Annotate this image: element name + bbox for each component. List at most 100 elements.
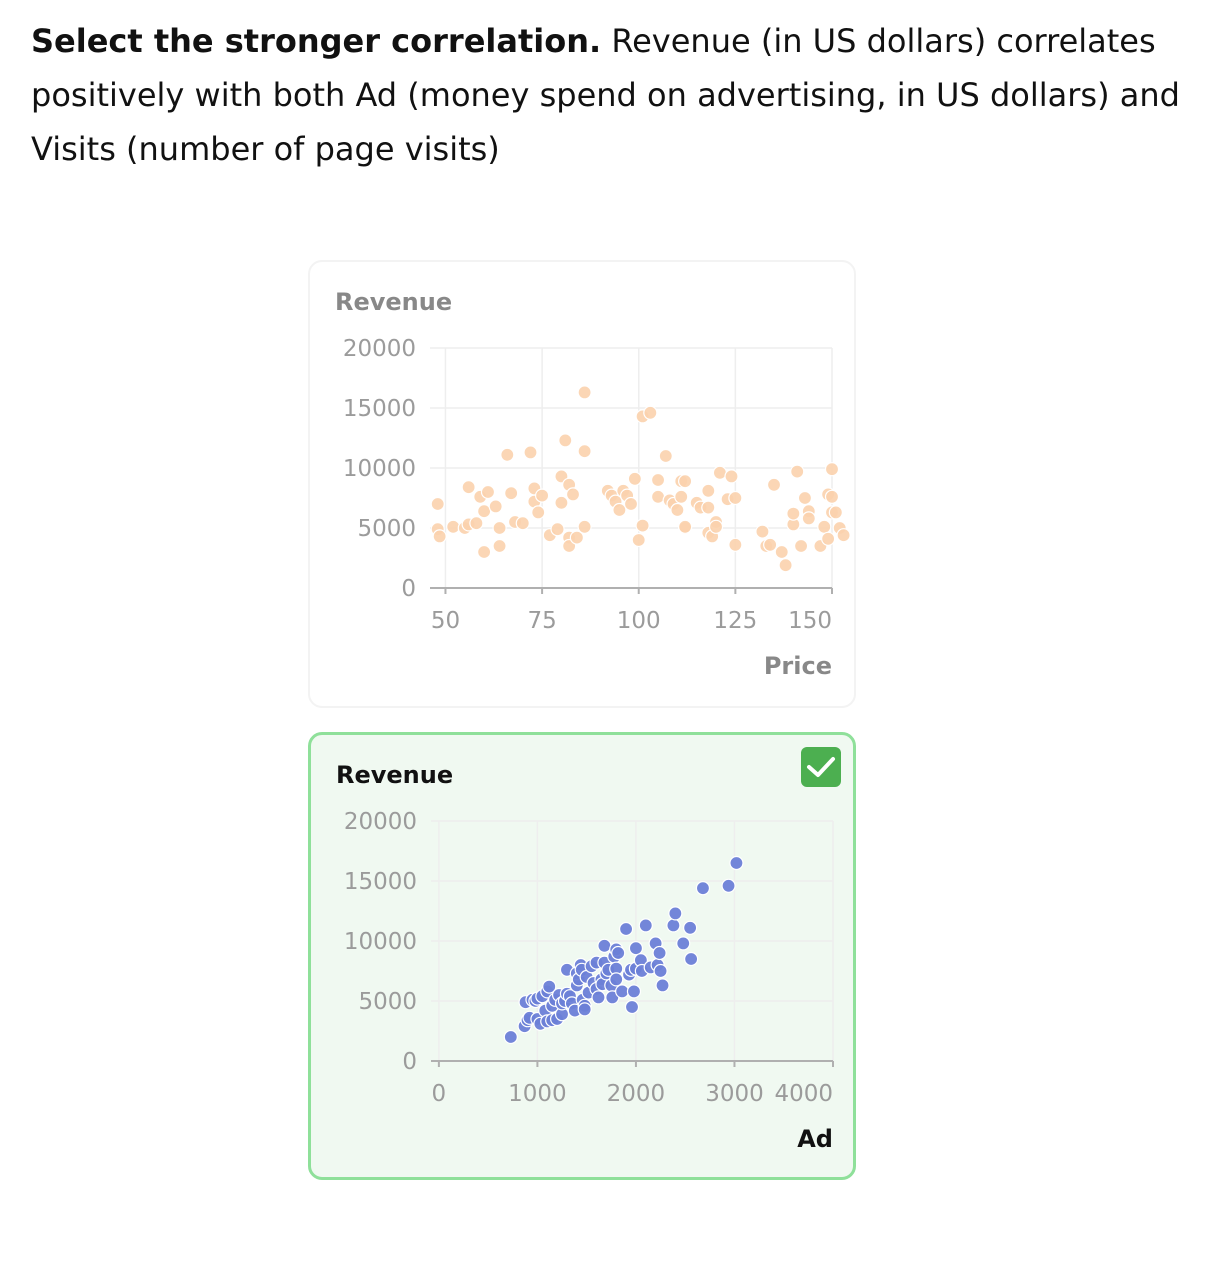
x-tick-label: 2000 [607,1081,666,1107]
scatter-point [500,447,515,462]
task-prompt-text: Revenue (in US dollars) correlates posit… [31,22,1180,168]
task-prompt: Select the stronger correlation. Revenue… [31,14,1181,176]
scatter-point [554,495,569,510]
scatter-point [492,538,507,554]
check-icon [801,747,841,787]
scatter-point [565,487,581,502]
scatter-point [550,522,565,537]
x-tick-label: 4000 [774,1081,833,1107]
task-prompt-bold: Select the stronger correlation. [31,22,602,60]
scatter-point [577,519,592,534]
scatter-point [678,474,693,489]
scatter-point [821,531,836,546]
scatter-point [695,881,711,896]
scatter-point [817,519,832,534]
scatter-point [724,469,739,484]
scatter-point [797,490,813,506]
y-axis-title: Revenue [336,761,453,789]
scatter-point [836,528,851,543]
scatter-point [653,963,668,979]
scatter-point [678,519,693,534]
scatter-point [534,488,550,503]
y-tick-label: 10000 [344,929,417,955]
scatter-point [728,490,743,506]
scatter-point [729,855,744,871]
scatter-point [774,544,789,560]
y-tick-label: 5000 [358,989,417,1015]
scatter-point [824,489,840,504]
scatter-point [488,499,503,514]
scatter-point [786,506,801,521]
x-tick-label: 3000 [705,1081,764,1107]
scatter-point [623,496,639,512]
chart-option-price[interactable]: Revenue Price 20000 15000 10000 5000 0 50 75 100 1… [308,260,856,708]
scatter-point [626,984,642,999]
x-tick-label: 150 [788,608,832,634]
scatter-point [609,972,624,987]
scatter-point [531,505,546,520]
scatter-point [591,990,606,1005]
scatter-point [683,920,698,935]
x-axis-title: Price [764,652,832,680]
y-tick-label: 0 [401,576,416,602]
scatter-point [650,472,666,488]
scatter-point [755,524,770,539]
scatter-point [577,385,592,400]
scatter-point [655,978,670,993]
scatter-point [480,484,496,500]
x-tick-label: 1000 [508,1081,567,1107]
scatter-point [674,489,689,504]
scatter-point [504,486,519,501]
scatter-point [469,516,484,531]
scatter-point [828,505,843,520]
y-tick-label: 0 [402,1049,417,1075]
scatter-point [766,477,782,492]
scatter-point [515,516,530,531]
scatter-point [631,532,646,548]
scatter-point [652,945,667,961]
scatter-point [793,538,809,554]
chart-option-ad[interactable]: Revenue Ad 20000 15000 10000 5000 0 0 1000 2000 30… [308,732,856,1180]
scatter-point [676,936,691,951]
scatter-point [503,1029,518,1045]
scatter-point [446,519,461,534]
scatter-point [708,519,724,534]
y-axis-title: Revenue [335,288,452,316]
x-tick-label: 100 [617,608,661,634]
scatter-point [635,518,650,533]
scatter-point [577,1002,592,1017]
scatter-point [611,945,626,961]
scatter-point [477,544,492,560]
scatter-point [670,502,685,518]
scatter-point [643,405,658,420]
y-tick-label: 15000 [344,869,417,895]
scatter-point [790,464,805,479]
y-tick-label: 15000 [343,396,416,422]
scatter-point [638,918,653,933]
scatter-point [627,471,642,486]
scatter-point [523,445,538,460]
scatter-point [615,984,630,999]
scatter-point [701,483,716,498]
y-tick-label: 5000 [357,516,416,542]
scatter-point [658,448,673,464]
scatter-point [612,502,627,518]
scatter-point [577,444,592,459]
x-tick-label: 125 [713,608,757,634]
scatter-point [624,999,640,1015]
scatter-point [461,480,476,495]
y-tick-label: 20000 [344,809,417,835]
scatter-point [763,537,778,552]
x-tick-label: 50 [431,608,460,634]
scatter-point [492,520,507,536]
scatter-point [666,918,681,933]
x-tick-label: 0 [432,1081,447,1107]
y-tick-label: 20000 [343,336,416,362]
scatter-point [721,878,736,893]
scatter-point [701,500,716,515]
scatter-point [432,529,447,544]
y-tick-label: 10000 [343,456,416,482]
x-tick-label: 75 [527,608,556,634]
scatter-point [712,465,728,480]
x-axis-title: Ad [797,1125,833,1153]
